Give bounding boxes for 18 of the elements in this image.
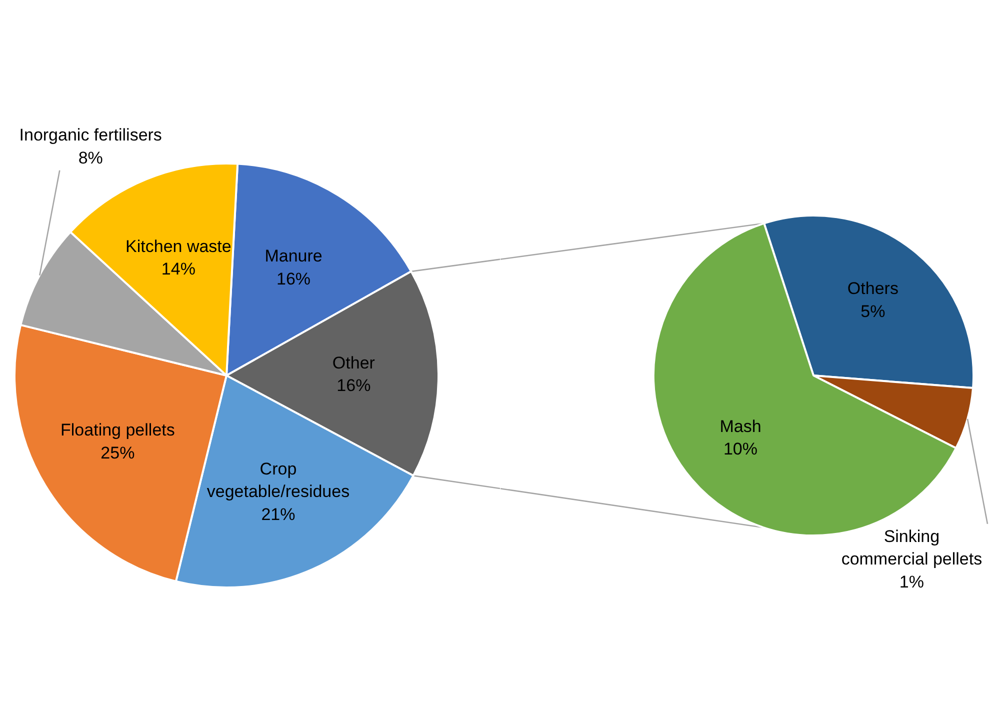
slice-label: Mash xyxy=(720,416,762,436)
slice-label: Kitchen waste xyxy=(126,236,232,256)
data-label: 16% xyxy=(336,376,371,396)
data-label: 5% xyxy=(860,302,886,322)
data-label: 1% xyxy=(899,572,924,592)
data-label: 25% xyxy=(100,443,135,462)
data-label: 14% xyxy=(161,260,196,279)
slice-label: Crop vegetable/residues xyxy=(206,459,350,502)
slice-label: Others xyxy=(847,279,898,298)
data-label: 16% xyxy=(276,269,311,288)
data-label: 21% xyxy=(261,505,296,524)
slice-label: Floating pellets xyxy=(60,420,175,440)
data-label: 8% xyxy=(78,148,103,168)
slice-label: Sinking commercial pellets xyxy=(841,526,982,569)
data-label: 10% xyxy=(723,440,758,459)
slice-label: Other xyxy=(332,353,376,372)
slice-label: Inorganic fertilisers xyxy=(19,126,162,145)
slice-label: Manure xyxy=(264,246,322,266)
